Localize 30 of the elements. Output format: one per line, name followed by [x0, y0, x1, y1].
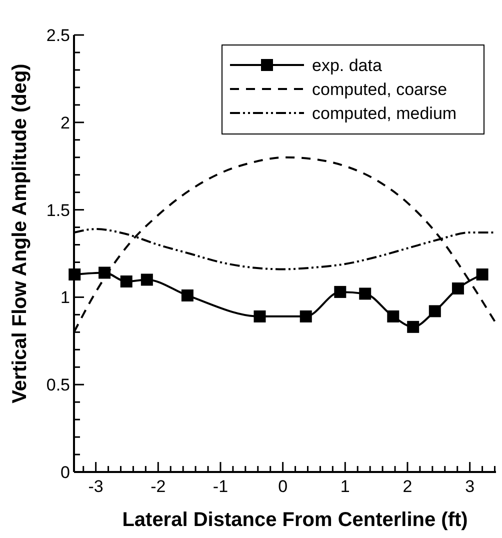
- x-tick-label: -2: [150, 477, 166, 496]
- y-tick-label: 1.5: [46, 200, 70, 220]
- point: [334, 286, 346, 298]
- y-tick-label: 2: [60, 113, 70, 132]
- x-tick-label: 3: [465, 477, 475, 496]
- point: [428, 305, 441, 318]
- x-tick-label: -1: [212, 477, 228, 496]
- point: [181, 289, 194, 302]
- y-tick-label: 2.5: [46, 26, 70, 45]
- legend-label: exp. data: [312, 56, 382, 75]
- point: [476, 268, 488, 280]
- legend-label: computed, coarse: [312, 80, 448, 99]
- y-axis-title: Vertical Flow Angle Amplitude (deg): [9, 64, 31, 404]
- x-axis-title: Lateral Distance From Centerline (ft): [122, 509, 468, 531]
- y-tick-label: 0: [60, 462, 70, 482]
- point: [300, 310, 312, 322]
- point: [120, 275, 132, 288]
- x-tick-label: 1: [340, 477, 350, 496]
- point: [387, 310, 400, 322]
- y-tick-label: 0.5: [46, 376, 70, 395]
- point: [407, 320, 420, 333]
- x-tick-label: 2: [402, 477, 412, 496]
- legend-label: computed, medium: [312, 104, 457, 123]
- x-tick-label: -3: [88, 477, 104, 496]
- point: [254, 310, 266, 322]
- point: [140, 274, 153, 286]
- y-tick-label: 1: [60, 288, 70, 308]
- x-tick-label: 0: [278, 477, 288, 496]
- point: [452, 282, 464, 294]
- point: [359, 288, 372, 300]
